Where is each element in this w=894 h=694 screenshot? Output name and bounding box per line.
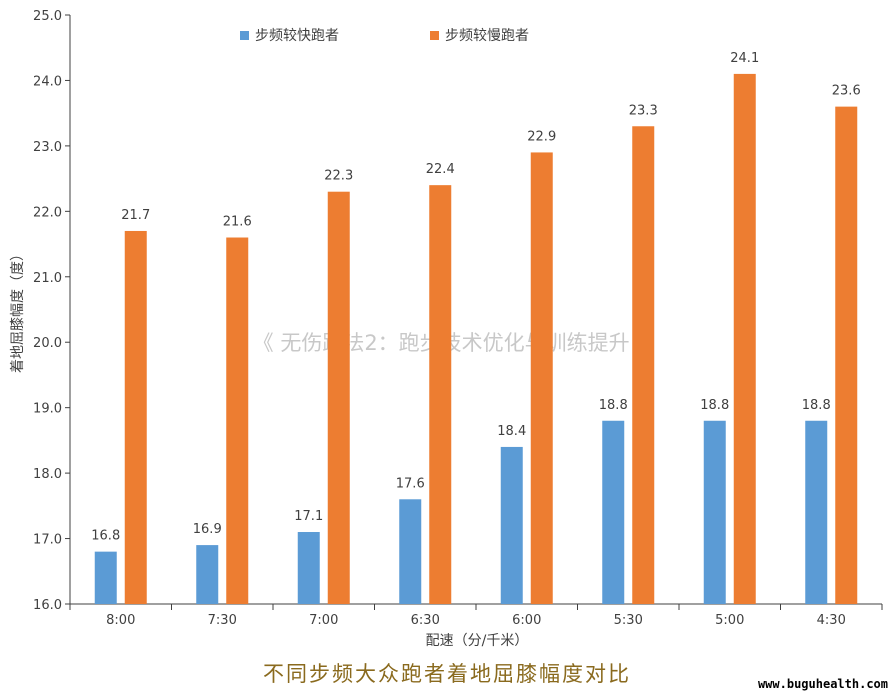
bar-value-label: 23.6	[832, 84, 861, 99]
bar-fast-cadence	[399, 499, 422, 604]
bar-value-label: 22.4	[426, 162, 455, 177]
bar-value-label: 17.6	[396, 476, 425, 491]
bar-value-label: 21.6	[223, 215, 252, 230]
legend-swatch	[430, 31, 439, 40]
bar-value-label: 18.8	[802, 398, 831, 413]
watermark-text: 《 无伤跑法2：跑步技术优化与训练提升 》	[253, 331, 658, 355]
bar-value-label: 22.9	[527, 129, 556, 144]
x-tick-label: 6:00	[512, 613, 541, 628]
bar-slow-cadence	[835, 106, 858, 604]
y-tick-label: 25.0	[33, 9, 62, 24]
bar-slow-cadence	[124, 230, 147, 604]
bar-fast-cadence	[94, 551, 117, 604]
bar-slow-cadence	[429, 185, 452, 604]
x-axis: 8:00 7:30 7:00 6:30 6:00 5:30 5:00 4:30	[69, 603, 883, 628]
y-tick-label: 23.0	[33, 140, 62, 155]
bar-value-label: 21.7	[121, 208, 150, 223]
y-tick-label: 20.0	[33, 336, 62, 351]
bar-value-label: 18.4	[497, 424, 526, 439]
bar-value-label: 24.1	[730, 51, 759, 66]
y-tick-label: 17.0	[33, 533, 62, 548]
y-tick-label: 16.0	[33, 598, 62, 613]
bar-value-label: 18.8	[599, 398, 628, 413]
bar-value-label: 16.8	[91, 529, 120, 544]
x-tick-label: 6:30	[411, 613, 440, 628]
figure-caption: 不同步频大众跑者着地屈膝幅度对比	[263, 662, 631, 686]
bar-value-label: 17.1	[294, 509, 323, 524]
legend-swatch	[240, 31, 249, 40]
bar-slow-cadence	[327, 191, 350, 604]
bar-fast-cadence	[500, 446, 523, 604]
x-tick-label: 5:30	[614, 613, 643, 628]
bar-value-label: 16.9	[193, 522, 222, 537]
y-tick-label: 22.0	[33, 205, 62, 220]
y-tick-label: 19.0	[33, 402, 62, 417]
x-tick-label: 7:30	[208, 613, 237, 628]
bar-slow-cadence	[733, 73, 756, 604]
bars: 16.8 16.9 17.1 17.6 18.4 18.8 18.8 18.8 21.7 21.6…	[91, 51, 861, 604]
y-tick-label: 18.0	[33, 467, 62, 482]
bar-value-label: 18.8	[700, 398, 729, 413]
bar-fast-cadence	[602, 420, 625, 604]
x-axis-title: 配速（分/千米）	[426, 633, 529, 649]
y-axis-title: 着地屈膝幅度（度）	[10, 247, 26, 373]
bar-fast-cadence	[805, 420, 828, 604]
y-tick-label: 24.0	[33, 74, 62, 89]
bar-slow-cadence	[226, 237, 249, 604]
bar-slow-cadence	[632, 126, 655, 604]
y-tick-label: 21.0	[33, 271, 62, 286]
x-tick-label: 4:30	[817, 613, 846, 628]
bar-value-label: 22.3	[324, 169, 353, 184]
bar-fast-cadence	[196, 545, 219, 604]
x-tick-label: 8:00	[106, 613, 135, 628]
legend-label: 步频较快跑者	[255, 28, 339, 44]
bar-slow-cadence	[530, 152, 553, 604]
x-tick-label: 5:00	[715, 613, 744, 628]
bar-fast-cadence	[297, 532, 320, 604]
x-tick-label: 7:00	[309, 613, 338, 628]
bar-value-label: 23.3	[629, 103, 658, 118]
legend-label: 步频较慢跑者	[445, 27, 529, 44]
legend: 步频较快跑者 步频较慢跑者	[240, 27, 529, 44]
y-axis: 16.0 17.0 18.0 19.0 20.0 21.0 22.0 23.0 24.0 25.0	[33, 9, 71, 613]
bar-fast-cadence	[703, 420, 726, 604]
site-url: www.buguhealth.com	[757, 677, 888, 691]
